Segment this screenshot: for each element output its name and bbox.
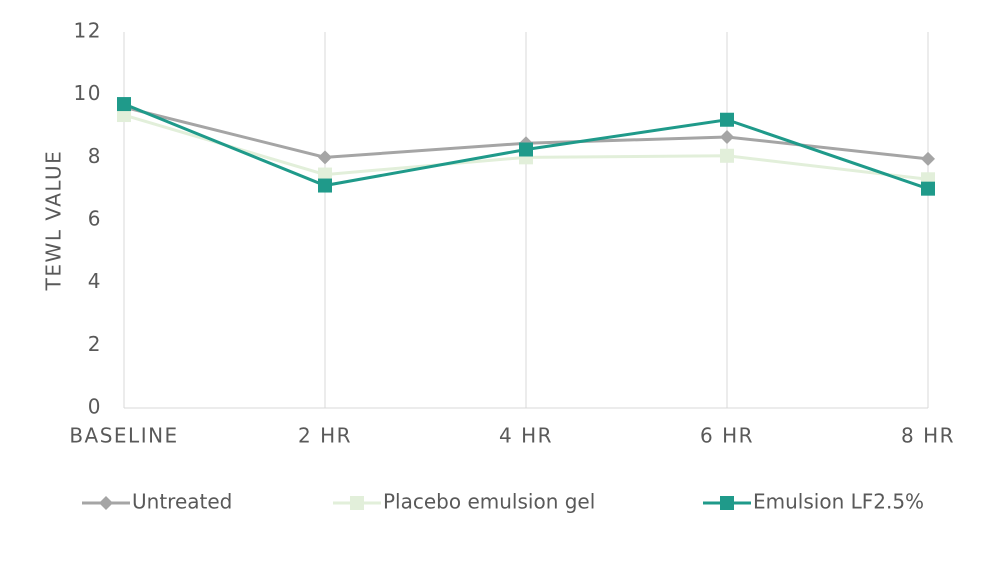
legend-marker bbox=[350, 496, 364, 510]
y-tick-label: 10 bbox=[74, 81, 102, 105]
legend-label: Emulsion LF2.5% bbox=[753, 490, 924, 514]
y-tick-label: 4 bbox=[88, 269, 102, 293]
point bbox=[117, 108, 131, 123]
x-tick-label: 8 HR bbox=[901, 424, 955, 448]
y-tick-label: 2 bbox=[88, 332, 102, 356]
legend-marker bbox=[720, 496, 734, 510]
legend-label: Placebo emulsion gel bbox=[383, 490, 595, 514]
y-axis-label: TEWL VALUE bbox=[42, 150, 66, 292]
y-tick-label: 0 bbox=[88, 395, 102, 419]
point bbox=[720, 148, 734, 163]
y-tick-label: 8 bbox=[88, 144, 102, 168]
point bbox=[318, 167, 332, 182]
point bbox=[318, 178, 332, 193]
x-tick-label: 6 HR bbox=[700, 424, 754, 448]
point bbox=[720, 112, 734, 127]
y-tick-label: 12 bbox=[74, 19, 102, 43]
point bbox=[117, 97, 131, 112]
point bbox=[519, 142, 533, 157]
x-tick-label: 2 HR bbox=[298, 424, 352, 448]
legend-marker bbox=[99, 496, 113, 510]
legend-label: Untreated bbox=[132, 490, 232, 514]
point bbox=[921, 181, 935, 196]
point bbox=[720, 129, 734, 144]
x-tick-label: 4 HR bbox=[499, 424, 553, 448]
point bbox=[318, 150, 332, 165]
point bbox=[921, 151, 935, 166]
y-tick-label: 6 bbox=[88, 207, 102, 231]
x-tick-label: BASELINE bbox=[69, 424, 178, 448]
